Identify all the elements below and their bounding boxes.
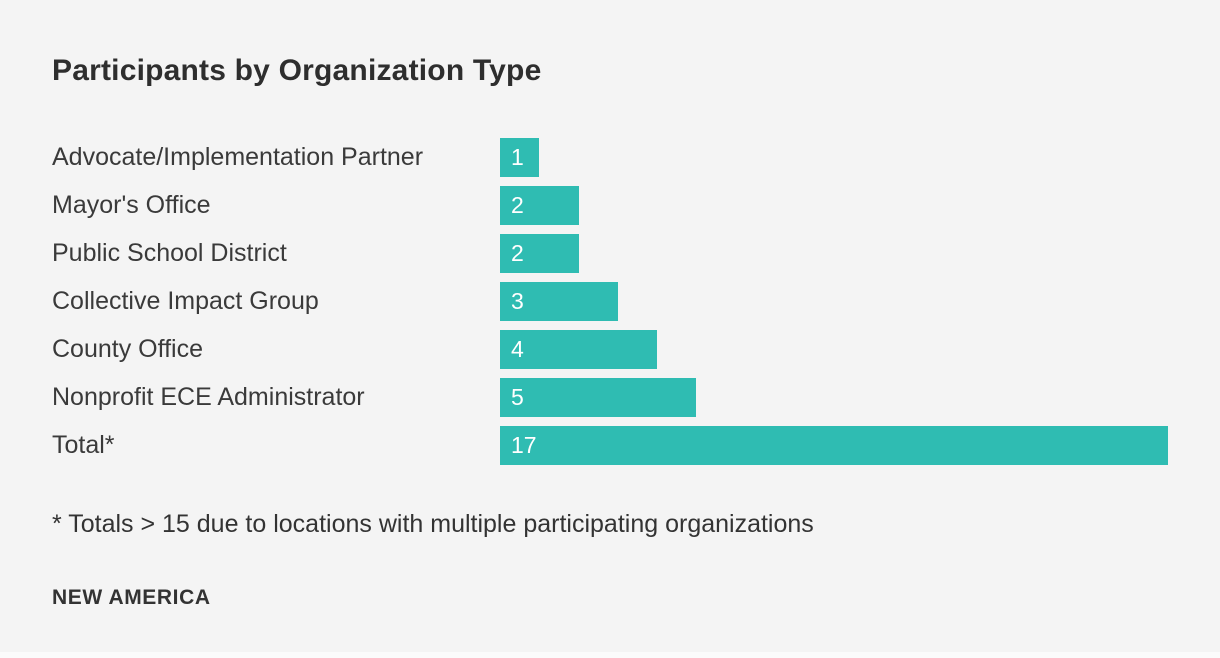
category-label: Mayor's Office <box>52 191 211 219</box>
chart-title: Participants by Organization Type <box>52 54 542 87</box>
brand-logo: NEW AMERICA <box>52 586 211 609</box>
category-label: Total* <box>52 431 115 459</box>
bar-track: 2 <box>500 186 1168 225</box>
bar: 1 <box>500 138 540 177</box>
chart-row: Mayor's Office 2 <box>52 186 1168 225</box>
page-bottom-strip <box>0 652 1220 658</box>
chart-row: County Office 4 <box>52 330 1168 369</box>
bar-track: 3 <box>500 282 1168 321</box>
bar-track: 17 <box>500 426 1168 465</box>
chart-row: Advocate/Implementation Partner 1 <box>52 138 1168 177</box>
bar-track: 2 <box>500 234 1168 273</box>
bar: 4 <box>500 330 658 369</box>
bar: 3 <box>500 282 618 321</box>
bar-track: 4 <box>500 330 1168 369</box>
category-label: Advocate/Implementation Partner <box>52 143 424 171</box>
bar: 2 <box>500 186 579 225</box>
chart-row: Collective Impact Group 3 <box>52 282 1168 321</box>
chart-row: Public School District 2 <box>52 234 1168 273</box>
value-label: 2 <box>511 240 524 266</box>
category-label: Public School District <box>52 239 287 267</box>
bar-track: 5 <box>500 378 1168 417</box>
value-label: 17 <box>511 432 537 458</box>
category-label: Nonprofit ECE Administrator <box>52 383 365 411</box>
value-label: 4 <box>511 336 524 362</box>
value-label: 1 <box>511 144 524 170</box>
bar-chart: Advocate/Implementation Partner 1 Mayor'… <box>52 138 1168 465</box>
chart-row: Total* 17 <box>52 426 1168 465</box>
bar: 17 <box>500 426 1168 465</box>
category-label: Collective Impact Group <box>52 287 319 315</box>
bar: 2 <box>500 234 579 273</box>
bar: 5 <box>500 378 697 417</box>
value-label: 3 <box>511 288 524 314</box>
value-label: 5 <box>511 384 524 410</box>
value-label: 2 <box>511 192 524 218</box>
category-label: County Office <box>52 335 204 363</box>
footnote: * Totals > 15 due to locations with mult… <box>52 510 814 538</box>
bar-track: 1 <box>500 138 1168 177</box>
chart-row: Nonprofit ECE Administrator 5 <box>52 378 1168 417</box>
